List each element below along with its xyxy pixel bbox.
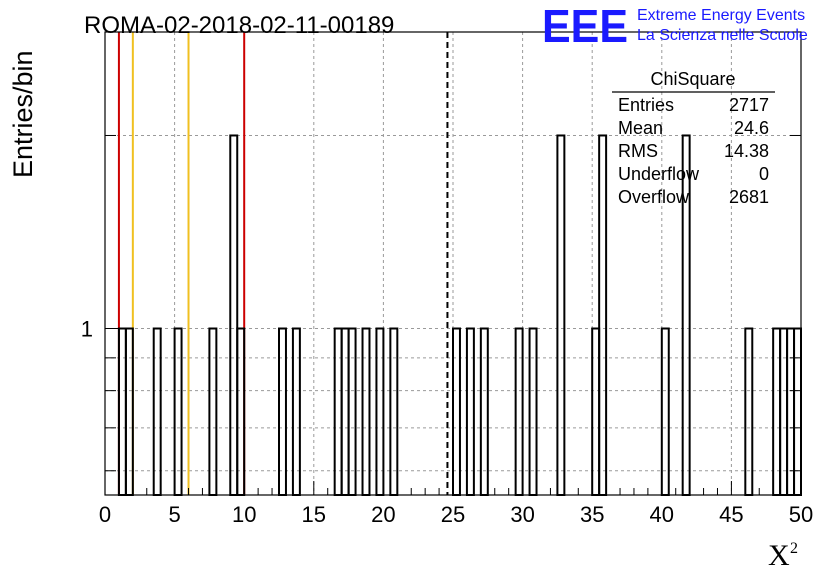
x-axis-label-main: X	[768, 539, 790, 572]
histogram-bin	[117, 327, 127, 496]
x-axis-label-superscript: 2	[790, 540, 798, 557]
histogram-bin	[361, 327, 371, 496]
stats-value: 24.6	[734, 118, 769, 138]
x-tick-label: 45	[719, 502, 743, 527]
stats-label: Underflow	[618, 164, 700, 184]
stats-label: Overflow	[618, 187, 690, 207]
x-tick-label: 10	[232, 502, 256, 527]
histogram-bin	[660, 327, 670, 496]
histogram-bin	[591, 327, 601, 496]
histogram-bin	[786, 327, 796, 496]
x-tick-label: 30	[510, 502, 534, 527]
y-tick-label: 1	[81, 317, 93, 342]
histogram-bin	[556, 134, 566, 497]
histogram-bin	[278, 327, 287, 496]
x-axis-label: X 2	[768, 539, 798, 572]
histogram-bin	[779, 327, 789, 496]
x-tick-label: 20	[371, 502, 395, 527]
stats-value: 2681	[729, 187, 769, 207]
histogram-bin	[793, 327, 802, 496]
stats-box: ChiSquare Entries 2717 Mean 24.6 RMS 14.38 Und…	[612, 69, 775, 207]
stats-value: 14.38	[724, 141, 769, 161]
y-axis-ticks: 1	[81, 134, 801, 472]
histogram-bin	[375, 327, 385, 496]
stats-label: Mean	[618, 118, 663, 138]
histogram-bin	[744, 327, 754, 496]
x-tick-label: 40	[650, 502, 674, 527]
histogram-bin	[173, 327, 183, 496]
stats-label: RMS	[618, 141, 658, 161]
histogram-bin	[333, 327, 343, 496]
histogram-bin	[452, 327, 461, 496]
histogram-bin	[772, 327, 782, 496]
x-tick-label: 0	[99, 502, 111, 527]
logo-mark: EEE	[542, 0, 628, 52]
logo-line1: Extreme Energy Events	[637, 7, 805, 24]
y-axis-label: Entries/bin	[8, 50, 38, 178]
histogram	[117, 134, 802, 497]
chart-title: ROMA-02-2018-02-11-00189	[84, 12, 394, 39]
stats-title: ChiSquare	[650, 69, 735, 89]
stats-label: Entries	[618, 95, 674, 115]
histogram-bin	[291, 327, 301, 496]
x-tick-label: 50	[789, 502, 813, 527]
x-tick-label: 15	[302, 502, 326, 527]
logo-line2: La Scienza nelle Scuole	[637, 27, 808, 44]
x-tick-label: 35	[580, 502, 604, 527]
stats-value: 2717	[729, 95, 769, 115]
x-axis-ticks: 0 5 10 15 20 25 30 35 40 45 50	[99, 481, 813, 527]
x-tick-label: 25	[441, 502, 465, 527]
histogram-bin	[598, 134, 608, 497]
stats-value: 0	[759, 164, 769, 184]
x-tick-label: 5	[168, 502, 180, 527]
histogram-bin	[208, 327, 218, 496]
histogram-bin	[479, 327, 489, 496]
histogram-bin	[229, 134, 239, 497]
histogram-bin	[514, 327, 524, 496]
histogram-bin	[465, 327, 475, 496]
histogram-bin	[236, 327, 246, 496]
histogram-bin	[124, 327, 134, 496]
histogram-bin	[340, 327, 350, 496]
eee-logo: EEE Extreme Energy Events La Scienza nel…	[542, 0, 808, 52]
histogram-bin	[152, 327, 162, 496]
histogram-bin	[389, 327, 399, 496]
histogram-bin	[347, 327, 357, 496]
histogram-bin	[528, 327, 538, 496]
